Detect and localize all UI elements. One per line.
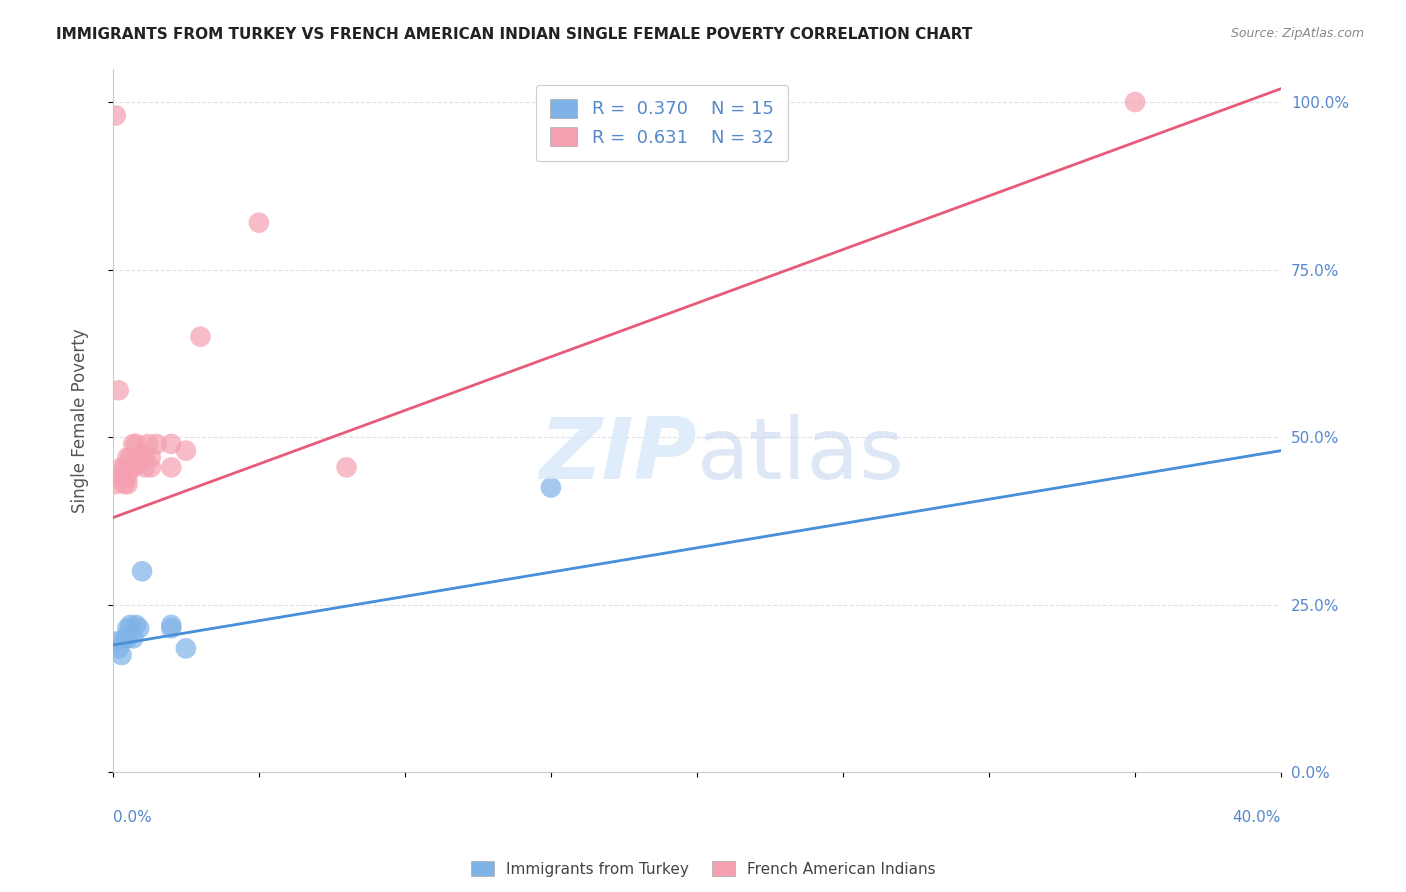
Point [117,632,139,646]
Point [122,632,145,646]
Point [136,437,159,451]
Text: 0.0%: 0.0% [112,810,152,825]
Point [134,450,156,465]
Point [117,477,139,491]
Point [107,384,129,398]
Point [335,460,357,475]
Point [117,470,139,484]
Point [104,108,127,122]
Point [160,460,183,475]
Point [110,460,132,475]
Point [139,460,162,475]
Point [110,470,132,484]
Point [128,457,150,471]
Point [125,618,148,632]
Point [122,460,145,475]
Point [114,470,136,484]
Text: atlas: atlas [697,414,905,497]
Point [104,634,127,648]
Y-axis label: Single Female Poverty: Single Female Poverty [72,328,89,513]
Point [120,618,142,632]
Point [117,621,139,635]
Text: Source: ZipAtlas.com: Source: ZipAtlas.com [1230,27,1364,40]
Point [540,481,562,495]
Point [160,621,183,635]
Text: IMMIGRANTS FROM TURKEY VS FRENCH AMERICAN INDIAN SINGLE FEMALE POVERTY CORRELATI: IMMIGRANTS FROM TURKEY VS FRENCH AMERICA… [56,27,973,42]
Point [160,437,183,451]
Point [190,329,212,343]
Point [107,641,129,656]
Point [125,450,148,465]
Legend: Immigrants from Turkey, French American Indians: Immigrants from Turkey, French American … [463,853,943,884]
Point [122,437,145,451]
Legend: R =  0.370    N = 15, R =  0.631    N = 32: R = 0.370 N = 15, R = 0.631 N = 32 [536,85,789,161]
Point [117,450,139,465]
Point [139,450,162,465]
Point [1123,95,1146,109]
Point [160,618,183,632]
Point [131,447,153,461]
Point [134,460,156,475]
Point [110,648,132,662]
Point [125,437,148,451]
Point [120,450,142,465]
Point [247,216,270,230]
Point [131,564,153,578]
Point [114,477,136,491]
Point [174,641,197,656]
Point [120,460,142,475]
Point [145,437,167,451]
Text: ZIP: ZIP [540,414,697,497]
Point [128,621,150,635]
Point [104,477,127,491]
Text: 40.0%: 40.0% [1233,810,1281,825]
Point [114,632,136,646]
Point [174,443,197,458]
Point [114,460,136,475]
